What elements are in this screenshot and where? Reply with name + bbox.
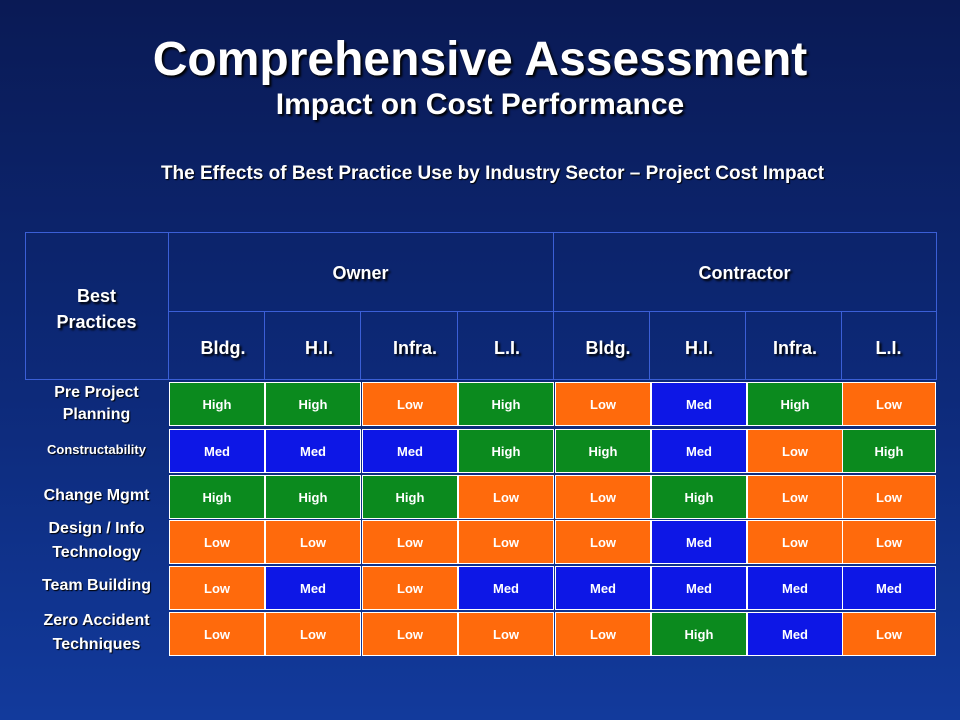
header-col-divider xyxy=(841,311,842,379)
rating-cell: Low xyxy=(458,475,554,519)
rating-cell: High xyxy=(458,382,554,426)
row-label-design-info-technology: Design / Info Technology xyxy=(25,518,168,564)
rating-cell: High xyxy=(747,382,843,426)
rating-cell: Med xyxy=(651,566,747,610)
rating-cell: Low xyxy=(362,382,458,426)
owner-header: Owner xyxy=(332,263,389,283)
rating-cell: High xyxy=(651,475,747,519)
contractor-header: Contractor xyxy=(698,263,791,283)
row-label-line1: Pre Project xyxy=(54,384,139,401)
rating-cell: High xyxy=(651,612,747,656)
row-label-pre-project-planning: Pre Project Planning xyxy=(25,382,168,426)
table-caption: The Effects of Best Practice Use by Indu… xyxy=(160,163,825,184)
rating-cell: Low xyxy=(458,520,554,564)
col-header-contractor-li: L.I. xyxy=(875,338,902,358)
rating-cell: Low xyxy=(169,566,265,610)
rating-cell: Med xyxy=(555,566,651,610)
rating-cell: Low xyxy=(842,475,936,519)
rating-cell: Low xyxy=(555,475,651,519)
header-bottom-border xyxy=(25,379,937,380)
header-col-divider xyxy=(360,311,361,379)
rating-cell: High xyxy=(265,475,361,519)
rating-cell: Low xyxy=(555,382,651,426)
row-label-line2: Techniques xyxy=(52,636,141,653)
row-label-zero-accident-techniques: Zero Accident Techniques xyxy=(25,610,168,656)
row-label-line1: Change Mgmt xyxy=(43,487,150,504)
rating-cell: Med xyxy=(651,520,747,564)
col-header-contractor-infra: Infra. xyxy=(772,338,817,358)
rating-cell: Med xyxy=(362,429,458,473)
rating-cell: Med xyxy=(458,566,554,610)
best-header-line1: Best xyxy=(76,286,116,306)
slide-subtitle: Impact on Cost Performance xyxy=(275,88,685,121)
row-label-line1: Zero Accident xyxy=(43,612,150,629)
rating-cell: Med xyxy=(265,429,361,473)
row-label-team-building: Team Building xyxy=(25,575,168,597)
header-col-divider xyxy=(264,311,265,379)
rating-cell: Low xyxy=(842,382,936,426)
rating-cell: Low xyxy=(747,475,843,519)
rating-cell: Low xyxy=(458,612,554,656)
col-header-contractor-bldg: Bldg. xyxy=(585,338,631,358)
rating-cell: Med xyxy=(747,566,843,610)
rating-cell: Low xyxy=(362,566,458,610)
rating-cell: Low xyxy=(555,612,651,656)
rating-cell: Low xyxy=(265,520,361,564)
rating-cell: Med xyxy=(747,612,843,656)
row-label-line1: Constructability xyxy=(47,442,146,457)
col-header-owner-infra: Infra. xyxy=(392,338,437,358)
rating-cell: Low xyxy=(169,612,265,656)
rating-cell: Low xyxy=(362,612,458,656)
rating-cell: Low xyxy=(555,520,651,564)
rating-cell: High xyxy=(555,429,651,473)
header-mid-border xyxy=(168,311,937,312)
row-label-line2: Technology xyxy=(52,544,141,561)
header-col-divider xyxy=(649,311,650,379)
header-top-border xyxy=(25,232,937,233)
rating-cell: Low xyxy=(362,520,458,564)
rating-cell: Low xyxy=(842,520,936,564)
row-label-change-mgmt: Change Mgmt xyxy=(25,485,168,507)
rating-cell: Low xyxy=(169,520,265,564)
header-col-divider xyxy=(745,311,746,379)
col-header-owner-hi: H.I. xyxy=(304,338,333,358)
rating-cell: Low xyxy=(842,612,936,656)
rating-cell: Med xyxy=(651,382,747,426)
header-right-border xyxy=(936,232,937,379)
header-col-divider xyxy=(457,311,458,379)
header-divider-best xyxy=(168,232,169,379)
rating-cell: High xyxy=(458,429,554,473)
best-header-line2: Practices xyxy=(56,312,137,332)
rating-cell: Med xyxy=(169,429,265,473)
rating-cell: High xyxy=(169,382,265,426)
slide-title: Comprehensive Assessment xyxy=(152,33,808,86)
row-label-line1: Team Building xyxy=(41,577,152,594)
best-practices-header: Best Practices xyxy=(25,283,168,335)
col-header-contractor-hi: H.I. xyxy=(684,338,713,358)
col-header-owner-bldg: Bldg. xyxy=(200,338,246,358)
rating-cell: Med xyxy=(265,566,361,610)
rating-cell: Med xyxy=(651,429,747,473)
col-header-owner-li: L.I. xyxy=(494,338,520,358)
rating-cell: High xyxy=(265,382,361,426)
header-left-border xyxy=(25,232,26,379)
rating-cell: High xyxy=(362,475,458,519)
rating-cell: Low xyxy=(747,520,843,564)
rating-cell: High xyxy=(842,429,936,473)
rating-cell: Med xyxy=(842,566,936,610)
row-label-constructability: Constructability xyxy=(25,439,168,461)
rating-cell: High xyxy=(169,475,265,519)
rating-cell: Low xyxy=(265,612,361,656)
row-label-line2: Planning xyxy=(62,406,131,423)
row-label-line1: Design / Info xyxy=(48,520,145,537)
rating-cell: Low xyxy=(747,429,843,473)
header-divider-groups xyxy=(553,232,554,379)
